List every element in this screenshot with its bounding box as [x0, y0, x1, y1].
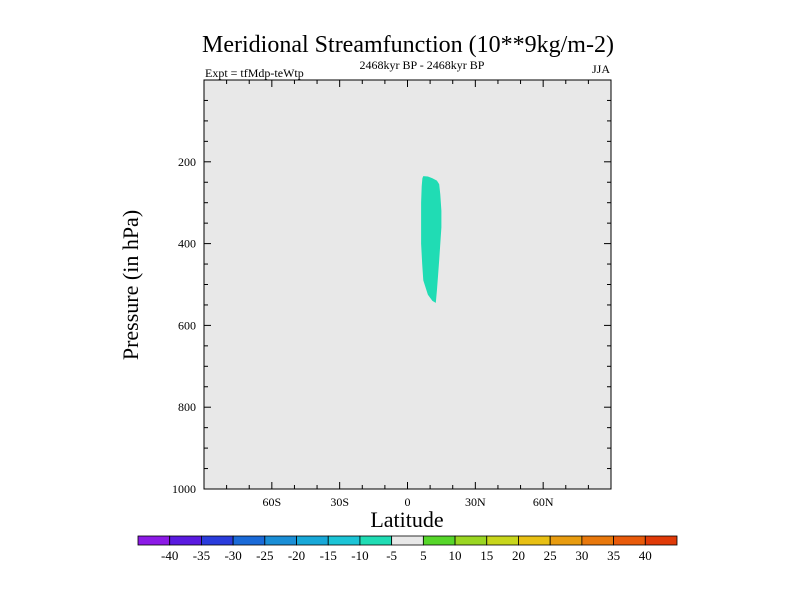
colorbar-label: 20 [512, 548, 525, 563]
y-tick-label: 400 [178, 237, 196, 251]
colorbar-swatch [644, 535, 678, 546]
colorbar-swatch [359, 535, 393, 546]
x-tick-label: 60S [262, 495, 281, 509]
x-tick-labels: 60S 30S 0 30N 60N [262, 495, 553, 509]
x-tick-label: 30N [465, 495, 486, 509]
y-axis-label: Pressure (in hPa) [118, 210, 143, 360]
colorbar-label: 30 [575, 548, 588, 563]
x-tick-label: 30S [330, 495, 349, 509]
colorbar-swatch [581, 535, 614, 546]
colorbar-swatch [486, 535, 519, 546]
colorbar-swatch [169, 535, 202, 546]
colorbar-label: -5 [386, 548, 397, 563]
colorbar-label: -10 [351, 548, 368, 563]
subtitle-left: Expt = tfMdp-teWtp [205, 66, 304, 80]
y-tick-label: 1000 [172, 482, 196, 496]
plot-area [204, 80, 611, 489]
colorbar-label: 5 [420, 548, 427, 563]
colorbar-swatch [391, 535, 424, 546]
y-tick-labels: 200 400 600 800 1000 [172, 155, 196, 496]
plot-frame [203, 79, 612, 490]
colorbar-label: 40 [639, 548, 652, 563]
colorbar-label: -15 [320, 548, 337, 563]
x-tick-label: 0 [405, 495, 411, 509]
colorbar-swatch [201, 535, 234, 546]
colorbar-swatch [454, 535, 488, 546]
colorbar-label: -25 [256, 548, 273, 563]
colorbar-swatch [613, 535, 646, 546]
y-tick-label: 800 [178, 400, 196, 414]
colorbar-swatch [232, 535, 266, 546]
colorbar-label: -40 [161, 548, 178, 563]
colorbar-label: -30 [224, 548, 241, 563]
colorbar-label: 25 [544, 548, 557, 563]
subtitle-right: JJA [592, 62, 610, 76]
x-tick-label: 60N [533, 495, 554, 509]
colorbar-label: 15 [480, 548, 493, 563]
subtitle-center: 2468kyr BP - 2468kyr BP [360, 58, 485, 72]
colorbar-label: -20 [288, 548, 305, 563]
colorbar-swatch [422, 535, 456, 546]
y-tick-label: 200 [178, 155, 196, 169]
y-tick-label: 600 [178, 318, 196, 332]
colorbar-swatch [327, 535, 361, 546]
colorbar-label: -35 [193, 548, 210, 563]
x-axis-label: Latitude [370, 507, 443, 532]
colorbar [137, 535, 678, 546]
colorbar-swatch [296, 535, 329, 546]
colorbar-swatch [137, 535, 171, 546]
colorbar-label: 10 [449, 548, 462, 563]
colorbar-labels: -40 -35 -30 -25 -20 -15 -10 -5 5 10 15 20 25 30 35 40 [161, 548, 652, 563]
colorbar-swatch [549, 535, 583, 546]
colorbar-swatch [264, 535, 297, 546]
filled-contours [421, 176, 442, 303]
chart-title: Meridional Streamfunction (10**9kg/m-2) [202, 32, 614, 58]
colorbar-swatch [518, 535, 551, 546]
colorbar-label: 35 [607, 548, 620, 563]
contour-region-0 [421, 176, 442, 303]
